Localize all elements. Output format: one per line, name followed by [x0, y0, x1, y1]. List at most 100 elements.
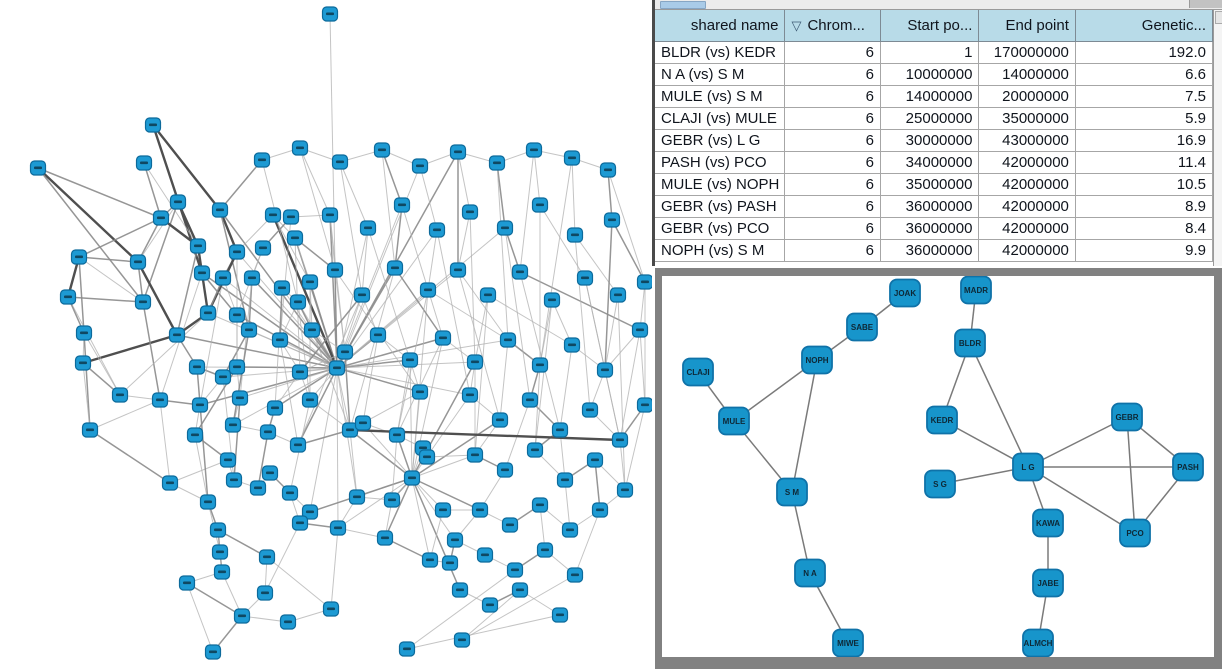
- network-edge[interactable]: [336, 367, 471, 396]
- network-edge[interactable]: [419, 165, 438, 231]
- network-edge-LG-PCO[interactable]: [1027, 466, 1136, 534]
- network-edge[interactable]: [199, 277, 224, 406]
- network-edge[interactable]: [89, 399, 161, 431]
- horizontal-scrollbar[interactable]: [655, 0, 1222, 10]
- network-edge[interactable]: [232, 367, 338, 426]
- sort-icon[interactable]: ▽: [791, 18, 802, 33]
- table-row[interactable]: GEBR (vs) PASH 6 36000000 42000000 8.9: [655, 195, 1214, 218]
- network-edge[interactable]: [394, 267, 444, 339]
- network-edge[interactable]: [367, 227, 411, 361]
- network-edge[interactable]: [604, 294, 619, 371]
- network-node-JABE[interactable]: JABE: [1032, 568, 1064, 598]
- network-edge[interactable]: [239, 367, 338, 399]
- network-edge[interactable]: [429, 509, 444, 561]
- network-edge[interactable]: [297, 301, 311, 401]
- network-edge[interactable]: [361, 227, 369, 296]
- network-node-LG[interactable]: L G: [1012, 452, 1044, 482]
- network-edge[interactable]: [384, 477, 413, 539]
- network-edge[interactable]: [617, 294, 626, 491]
- network-edge[interactable]: [436, 229, 471, 396]
- network-edge[interactable]: [391, 434, 398, 501]
- network-edge-NOPH-SM[interactable]: [791, 359, 818, 493]
- table-row[interactable]: BLDR (vs) KEDR 6 1 170000000 192.0: [655, 41, 1214, 64]
- network-edge-GEBR-PCO[interactable]: [1126, 416, 1136, 534]
- table-row[interactable]: PASH (vs) PCO 6 34000000 42000000 11.4: [655, 151, 1214, 174]
- network-edge[interactable]: [36, 166, 140, 264]
- network-edge[interactable]: [604, 369, 621, 441]
- network-node-CLAJI[interactable]: CLAJI: [682, 357, 714, 387]
- column-header-chrom[interactable]: ▽ Chrom...: [784, 10, 881, 42]
- network-edge[interactable]: [78, 256, 85, 334]
- network-edge[interactable]: [411, 477, 461, 591]
- network-edge[interactable]: [329, 214, 346, 353]
- network-edge[interactable]: [504, 227, 531, 401]
- network-edge[interactable]: [251, 277, 338, 369]
- table-row[interactable]: MULE (vs) NOPH 6 35000000 42000000 10.5: [655, 173, 1214, 196]
- vertical-scrollbar-button[interactable]: [1215, 11, 1222, 24]
- network-edge[interactable]: [559, 344, 573, 431]
- network-edge[interactable]: [411, 419, 501, 479]
- network-edge[interactable]: [349, 429, 358, 498]
- network-edge[interactable]: [411, 477, 456, 541]
- network-edge[interactable]: [539, 299, 553, 366]
- network-node-NOPH[interactable]: NOPH: [801, 345, 833, 375]
- network-edge[interactable]: [571, 157, 576, 236]
- table-row[interactable]: GEBR (vs) L G 6 30000000 43000000 16.9: [655, 129, 1214, 152]
- network-edge[interactable]: [604, 219, 613, 371]
- network-edge[interactable]: [427, 289, 509, 341]
- network-edge[interactable]: [169, 459, 229, 484]
- column-header-genetic[interactable]: Genetic...: [1075, 10, 1214, 42]
- network-edge[interactable]: [151, 123, 222, 212]
- network-edge[interactable]: [81, 333, 179, 365]
- network-edge[interactable]: [574, 509, 601, 576]
- network-edge[interactable]: [199, 367, 338, 406]
- network-node-MADR[interactable]: MADR: [960, 276, 992, 305]
- network-edge[interactable]: [457, 151, 471, 213]
- network-edge[interactable]: [272, 214, 311, 283]
- network-edge[interactable]: [336, 229, 438, 369]
- network-edge[interactable]: [194, 434, 209, 503]
- network-node-KAWA[interactable]: KAWA: [1032, 508, 1064, 538]
- network-edge[interactable]: [311, 329, 351, 431]
- network-edge[interactable]: [381, 149, 396, 269]
- network-edge[interactable]: [496, 162, 509, 341]
- network-node-GEBR[interactable]: GEBR: [1111, 402, 1143, 432]
- network-node-PCO[interactable]: PCO: [1119, 518, 1151, 548]
- network-edge[interactable]: [607, 169, 646, 283]
- network-edge[interactable]: [619, 329, 641, 441]
- network-edge[interactable]: [336, 367, 351, 431]
- network-edge[interactable]: [186, 582, 214, 653]
- network-edge[interactable]: [539, 157, 573, 366]
- network-edge[interactable]: [239, 277, 253, 399]
- network-edge[interactable]: [222, 329, 250, 378]
- network-edge[interactable]: [336, 269, 459, 369]
- network-edge[interactable]: [336, 151, 459, 369]
- network-edge[interactable]: [607, 169, 613, 221]
- network-edge[interactable]: [461, 589, 521, 641]
- network-edge[interactable]: [266, 556, 332, 610]
- network-edge[interactable]: [336, 227, 506, 369]
- network-edge[interactable]: [137, 201, 179, 263]
- network-edge[interactable]: [279, 339, 338, 369]
- network-edge[interactable]: [299, 294, 363, 373]
- network-edge[interactable]: [67, 296, 144, 303]
- network-edge[interactable]: [457, 269, 509, 341]
- network-edge[interactable]: [406, 614, 561, 650]
- detail-network-canvas[interactable]: JOAK SABE NOPH CLAJI MULE MADR BLDR KEDR GEBR L G…: [662, 276, 1214, 657]
- network-edge[interactable]: [461, 574, 576, 641]
- network-edge[interactable]: [309, 281, 338, 369]
- network-edge[interactable]: [159, 399, 171, 484]
- network-edge[interactable]: [594, 459, 601, 511]
- table-row[interactable]: CLAJI (vs) MULE 6 25000000 35000000 5.9: [655, 107, 1214, 130]
- network-edge[interactable]: [337, 477, 413, 529]
- network-edge[interactable]: [271, 213, 339, 370]
- network-edge[interactable]: [232, 329, 250, 426]
- network-node-SM[interactable]: S M: [776, 477, 808, 507]
- network-edge[interactable]: [83, 332, 91, 431]
- network-edge[interactable]: [136, 260, 179, 337]
- network-edge[interactable]: [336, 367, 421, 393]
- network-edge[interactable]: [401, 204, 444, 339]
- network-node-SG[interactable]: S G: [924, 469, 956, 499]
- network-edge[interactable]: [336, 367, 339, 529]
- network-edge[interactable]: [186, 582, 243, 617]
